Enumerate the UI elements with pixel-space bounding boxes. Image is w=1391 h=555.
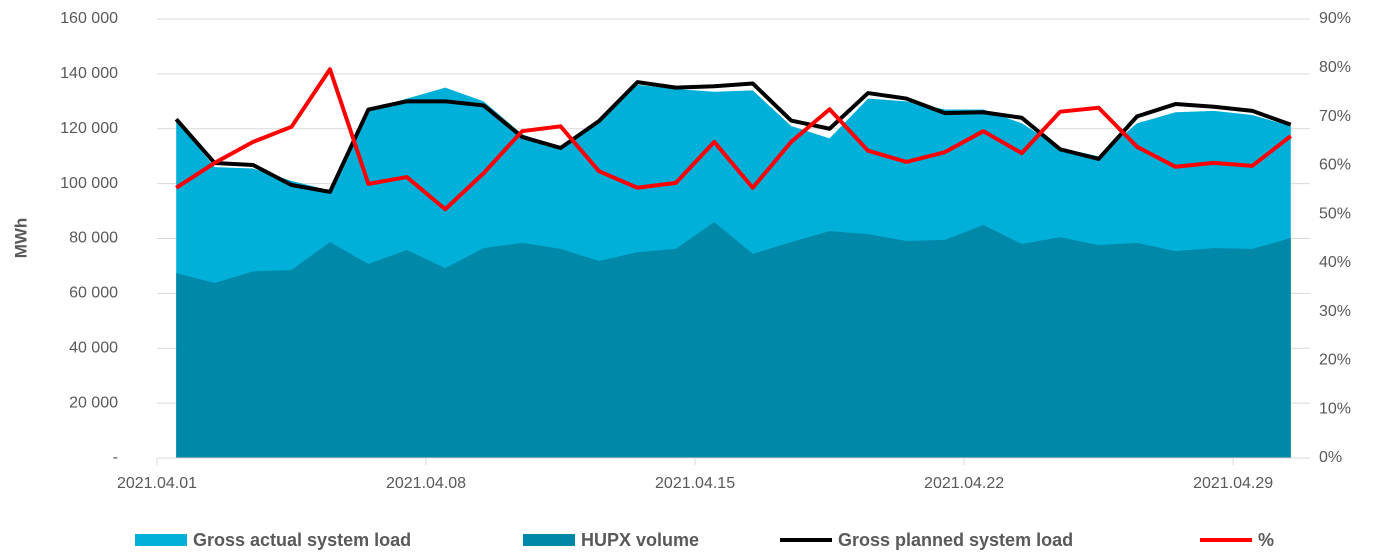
x-tick-label: 2021.04.22 (924, 475, 1004, 492)
area (176, 222, 1291, 458)
y-tick-label: 80 000 (69, 230, 118, 247)
x-tick-label: 2021.04.15 (655, 475, 735, 492)
y2-tick-label: 0% (1319, 449, 1342, 466)
y2-tick-label: 30% (1319, 303, 1351, 320)
x-tick-label: 2021.04.08 (386, 475, 466, 492)
y2-tick-label: 60% (1319, 157, 1351, 174)
line (174, 80, 1292, 194)
legend-label: Gross planned system load (838, 530, 1073, 550)
legend-label: HUPX volume (581, 530, 699, 550)
x-tick-label: 2021.04.01 (117, 475, 197, 492)
x-tick-label: 2021.04.29 (1193, 475, 1273, 492)
y2-tick-label: 90% (1319, 10, 1351, 27)
line (175, 67, 1293, 212)
y-tick-label: 140 000 (60, 65, 118, 82)
y-tick-label: 120 000 (60, 120, 118, 137)
legend-label: % (1258, 530, 1274, 550)
y-tick-label: 160 000 (60, 10, 118, 27)
y2-tick-label: 40% (1319, 254, 1351, 271)
y-axis-label: MWh (11, 218, 30, 259)
y2-tick-label: 80% (1319, 59, 1351, 76)
y2-tick-label: 20% (1319, 352, 1351, 369)
y2-tick-label: 10% (1319, 400, 1351, 417)
y2-tick-label: 50% (1319, 205, 1351, 222)
y-tick-label: 20 000 (69, 394, 118, 411)
y-tick-label: - (113, 449, 118, 466)
legend-swatch (523, 534, 575, 546)
y-tick-label: 40 000 (69, 339, 118, 356)
legend-swatch (135, 534, 187, 546)
y-tick-label: 60 000 (69, 285, 118, 302)
y-tick-label: 100 000 (60, 175, 118, 192)
y2-tick-label: 70% (1319, 108, 1351, 125)
legend-label: Gross actual system load (193, 530, 411, 550)
